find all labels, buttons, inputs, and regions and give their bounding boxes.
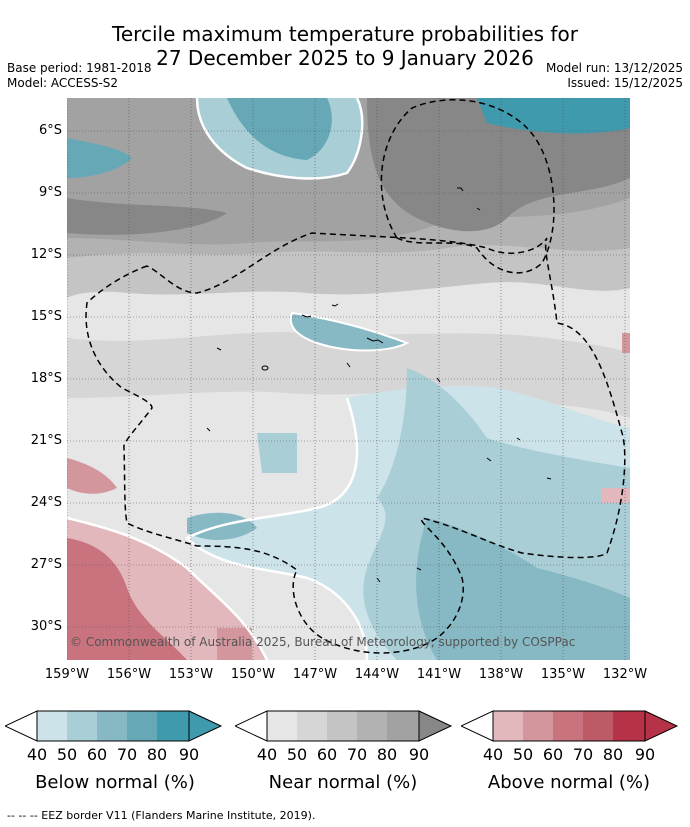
map-copyright: © Commonwealth of Australia 2025, Bureau… bbox=[70, 635, 575, 649]
field-above-east-1 bbox=[602, 488, 630, 503]
contour-above-sw bbox=[67, 516, 269, 660]
legend-near-tick-50: 50 bbox=[286, 745, 308, 764]
lat-label-18s: 18°S bbox=[30, 371, 62, 386]
legend-below-tick-50: 50 bbox=[56, 745, 78, 764]
title-line-1: Tercile maximum temperature probabilitie… bbox=[112, 22, 578, 46]
lon-label-141w: 141°W bbox=[416, 667, 462, 682]
lon-label-159w: 159°W bbox=[44, 667, 90, 682]
legend-above-bar bbox=[461, 710, 679, 742]
lat-label-21s: 21°S bbox=[30, 433, 62, 448]
lon-label-153w: 153°W bbox=[168, 667, 214, 682]
lon-label-147w: 147°W bbox=[292, 667, 338, 682]
lat-label-30s: 30°S bbox=[30, 619, 62, 634]
model-run: Model run: 13/12/2025 bbox=[545, 61, 683, 75]
meta-left: Base period: 1981-2018 Model: ACCESS-S2 bbox=[7, 61, 152, 91]
contour-below-central bbox=[184, 397, 369, 660]
field-below-west bbox=[67, 138, 132, 178]
legend-above-tick-90: 90 bbox=[634, 745, 656, 764]
contour-below-north bbox=[195, 98, 364, 180]
legend-above-tick-80: 80 bbox=[602, 745, 624, 764]
legend-near-tick-80: 80 bbox=[376, 745, 398, 764]
legend-below-tick-90: 90 bbox=[178, 745, 200, 764]
meta-right: Model run: 13/12/2025 Issued: 15/12/2025 bbox=[546, 61, 683, 91]
map-canvas: © Commonwealth of Australia 2025, Bureau… bbox=[67, 98, 630, 660]
chart-title: Tercile maximum temperature probabilitie… bbox=[0, 22, 690, 70]
graticule bbox=[67, 98, 630, 660]
lat-label-27s: 27°S bbox=[30, 557, 62, 572]
island-marks bbox=[206, 187, 552, 583]
field-above-south bbox=[217, 628, 252, 660]
legend-below-bar bbox=[5, 710, 223, 742]
field-above-60 bbox=[67, 538, 187, 660]
field-below-60 bbox=[416, 518, 630, 660]
lat-label-24s: 24°S bbox=[30, 495, 62, 510]
model-name: Model: ACCESS-S2 bbox=[7, 76, 119, 90]
lat-label-9s: 9°S bbox=[38, 185, 62, 200]
legend-below-title: Below normal (%) bbox=[35, 772, 195, 793]
legend-below-tick-70: 70 bbox=[116, 745, 138, 764]
field-below-mid bbox=[257, 433, 297, 473]
legend-near-tick-90: 90 bbox=[408, 745, 430, 764]
legend-near-tick-70: 70 bbox=[346, 745, 368, 764]
lon-label-150w: 150°W bbox=[230, 667, 276, 682]
legend-near-title: Near normal (%) bbox=[268, 772, 418, 793]
legend-above-tick-40: 40 bbox=[482, 745, 504, 764]
legend-below-tick-40: 40 bbox=[26, 745, 48, 764]
lon-label-156w: 156°W bbox=[106, 667, 152, 682]
lon-label-132w: 132°W bbox=[602, 667, 648, 682]
eez-footnote: -- -- -- EEZ border V11 (Flanders Marine… bbox=[7, 809, 316, 822]
legend-below-tick-80: 80 bbox=[146, 745, 168, 764]
lon-label-138w: 138°W bbox=[478, 667, 524, 682]
eez-marquesas bbox=[380, 99, 555, 274]
field-near-max-west bbox=[67, 198, 227, 235]
title-line-2: 27 December 2025 to 9 January 2026 bbox=[156, 46, 534, 70]
legend-above-tick-50: 50 bbox=[512, 745, 534, 764]
lat-label-15s: 15°S bbox=[30, 309, 62, 324]
issued-date: Issued: 15/12/2025 bbox=[567, 76, 683, 90]
probability-map: © Commonwealth of Australia 2025, Bureau… bbox=[67, 98, 630, 660]
lat-label-6s: 6°S bbox=[38, 123, 62, 138]
legend-above-tick-60: 60 bbox=[542, 745, 564, 764]
lat-label-12s: 12°S bbox=[30, 247, 62, 262]
field-below-north-3 bbox=[477, 98, 630, 134]
legend-above-tick-70: 70 bbox=[572, 745, 594, 764]
base-period: Base period: 1981-2018 bbox=[7, 61, 152, 75]
legend-above-title: Above normal (%) bbox=[487, 772, 651, 793]
legend-near-tick-60: 60 bbox=[316, 745, 338, 764]
lon-label-144w: 144°W bbox=[354, 667, 400, 682]
lon-label-135w: 135°W bbox=[540, 667, 586, 682]
field-above-west bbox=[67, 458, 117, 494]
field-above-east-2 bbox=[622, 333, 630, 353]
legend-below-tick-60: 60 bbox=[86, 745, 108, 764]
field-below-islands bbox=[290, 313, 407, 351]
legend-near-tick-40: 40 bbox=[256, 745, 278, 764]
legend-near-bar bbox=[235, 710, 453, 742]
contour-below-islands bbox=[289, 311, 410, 352]
